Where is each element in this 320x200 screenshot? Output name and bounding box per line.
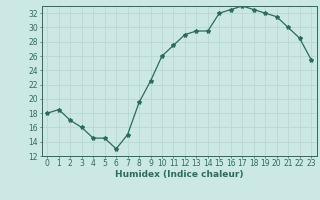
X-axis label: Humidex (Indice chaleur): Humidex (Indice chaleur) <box>115 170 244 179</box>
